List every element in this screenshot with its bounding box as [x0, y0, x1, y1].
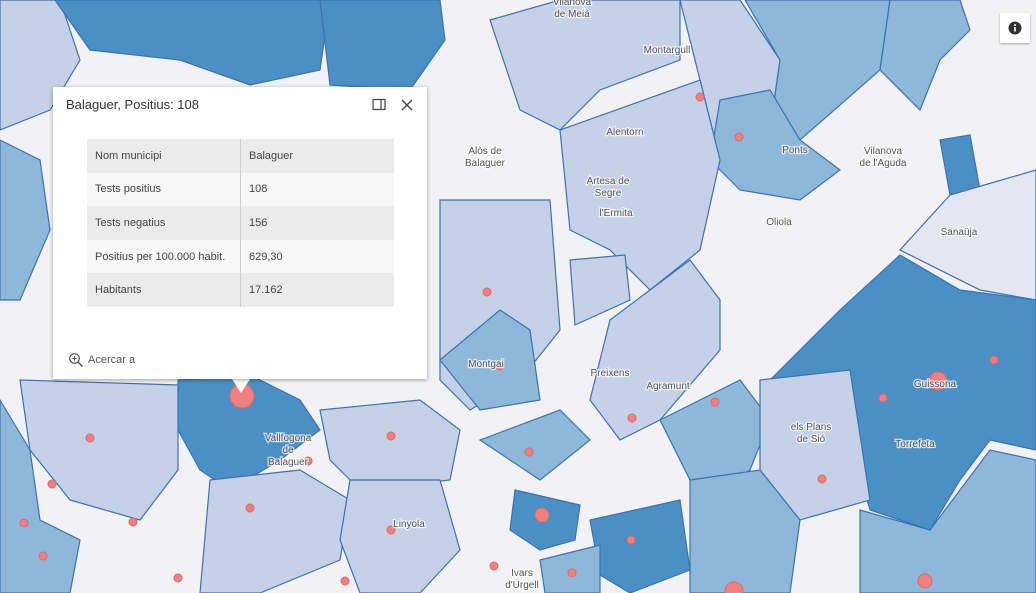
place-label: Balaguer — [465, 158, 506, 169]
municipality-centroids — [19, 92, 999, 593]
place-label: Vilanova — [864, 146, 903, 157]
field-name: Positius per 100.000 habit. — [87, 239, 241, 274]
place-label: Linyola — [393, 519, 425, 530]
table-row: Tests positius 108 — [87, 172, 394, 207]
place-label: els Plans — [791, 422, 832, 433]
place-label: de l'Aguda — [860, 158, 907, 169]
place-label: de Meià — [554, 9, 590, 20]
attribute-table: Nom municipi Balaguer Tests positius 108 Tes… — [87, 139, 394, 307]
place-label: Sanaüja — [941, 227, 978, 238]
table-row: Tests negatius 156 — [87, 206, 394, 240]
field-name: Tests negatius — [87, 206, 241, 240]
field-value: Balaguer — [240, 139, 394, 173]
popup-title: Balaguer, Positius: 108 — [66, 97, 199, 112]
field-value: 17.162 — [240, 273, 394, 307]
close-button[interactable] — [400, 98, 414, 112]
field-value: 629,30 — [240, 239, 394, 274]
place-label: Alentorn — [606, 127, 643, 138]
place-label: Ponts — [782, 145, 808, 156]
place-label: Montgai — [468, 359, 504, 370]
table-row: Nom municipi Balaguer — [87, 139, 394, 173]
place-label: Artesa de — [587, 176, 630, 187]
place-label: Alòs de — [468, 146, 502, 157]
field-name: Habitants — [87, 273, 241, 307]
popup-pointer — [232, 379, 250, 393]
place-label: Torrefeta — [895, 439, 935, 450]
place-label: Segre — [595, 188, 622, 199]
info-button[interactable] — [1000, 13, 1030, 43]
place-label: Oliola — [766, 217, 792, 228]
dock-button[interactable] — [372, 98, 386, 112]
table-row: Habitants 17.162 — [87, 273, 394, 307]
zoom-to-button[interactable]: Acercar a — [68, 352, 135, 368]
place-label: l'Ermita — [599, 208, 632, 219]
place-label: d'Urgell — [505, 580, 539, 591]
field-name: Tests positius — [87, 172, 241, 207]
place-label: Vilanova — [553, 0, 592, 8]
place-label: Agramunt — [646, 381, 690, 392]
place-label: Preixens — [591, 368, 630, 379]
place-label: Guissona — [914, 379, 957, 390]
place-label: de — [282, 445, 294, 456]
field-name: Nom municipi — [87, 139, 241, 173]
place-label: Balaguer — [268, 457, 309, 468]
table-row: Positius per 100.000 habit. 629,30 — [87, 239, 394, 274]
place-label: de Sió — [797, 434, 826, 445]
zoom-to-label: Acercar a — [88, 354, 136, 366]
place-label: Vallfogona — [265, 433, 312, 444]
field-value: 156 — [240, 206, 394, 240]
place-label: Ivars — [511, 568, 533, 579]
place-label: Montargull — [644, 45, 691, 56]
field-value: 108 — [240, 172, 394, 207]
popup: Balaguer, Positius: 108 Nom municipi Bala… — [53, 87, 427, 379]
